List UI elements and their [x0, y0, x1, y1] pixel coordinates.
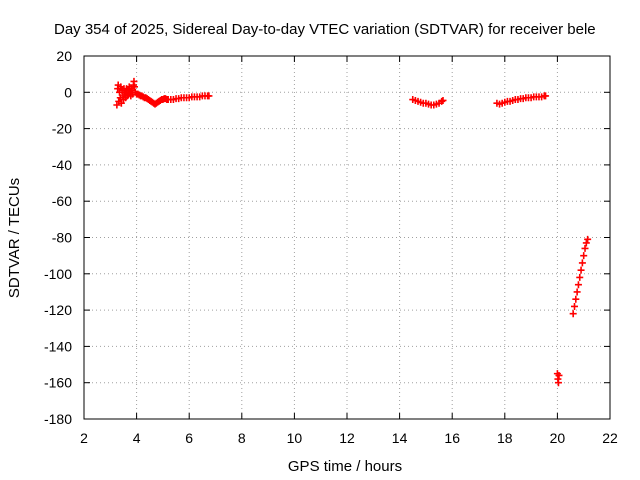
- x-tick-label: 18: [497, 430, 513, 446]
- data-point: [439, 96, 447, 104]
- x-tick-label: 8: [238, 430, 246, 446]
- data-point: [205, 92, 213, 100]
- data-point: [573, 288, 581, 296]
- grid: [84, 56, 610, 419]
- data-point: [574, 281, 582, 289]
- y-tick-label: -40: [52, 157, 72, 173]
- y-tick-label: -80: [52, 230, 72, 246]
- x-tick-label: 12: [339, 430, 355, 446]
- x-tick-label: 16: [444, 430, 460, 446]
- data-point: [113, 101, 121, 109]
- data-point: [584, 235, 592, 243]
- chart-title: Day 354 of 2025, Sidereal Day-to-day VTE…: [54, 21, 596, 38]
- y-tick-label: -120: [44, 302, 72, 318]
- data-point: [554, 379, 562, 387]
- y-tick-labels: 20 0 -20 -40 -60 -80 -100 -120 -140 -160 -180: [44, 48, 72, 427]
- data-point: [117, 99, 125, 107]
- x-tick-label: 22: [602, 430, 618, 446]
- data-point: [570, 302, 578, 310]
- data-point: [581, 244, 589, 252]
- data-point: [569, 310, 577, 318]
- x-tick-label: 10: [287, 430, 303, 446]
- data-point: [438, 97, 446, 105]
- y-tick-label: -100: [44, 266, 72, 282]
- data-point: [578, 259, 586, 267]
- data-markers: [113, 77, 592, 387]
- data-point: [580, 252, 588, 260]
- y-tick-label: 20: [56, 48, 72, 64]
- data-point: [572, 295, 580, 303]
- x-tick-labels: 2 4 6 8 10 12 14 16 18 20 22: [80, 430, 618, 446]
- data-point: [576, 273, 584, 281]
- data-point: [577, 266, 585, 274]
- x-tick-label: 20: [550, 430, 566, 446]
- data-point: [555, 371, 563, 379]
- x-tick-label: 14: [392, 430, 408, 446]
- y-tick-label: -60: [52, 193, 72, 209]
- x-tick-label: 4: [133, 430, 141, 446]
- x-axis-title: GPS time / hours: [288, 458, 402, 475]
- y-tick-label: -20: [52, 121, 72, 137]
- data-point: [582, 239, 590, 247]
- y-tick-label: -160: [44, 375, 72, 391]
- x-tick-label: 6: [185, 430, 193, 446]
- x-tick-label: 2: [80, 430, 88, 446]
- axis-ticks: [83, 55, 611, 420]
- data-point: [542, 92, 550, 100]
- y-tick-label: -180: [44, 411, 72, 427]
- y-axis-title: SDTVAR / TECUs: [6, 178, 23, 298]
- y-tick-label: -140: [44, 338, 72, 354]
- y-tick-label: 0: [64, 84, 72, 100]
